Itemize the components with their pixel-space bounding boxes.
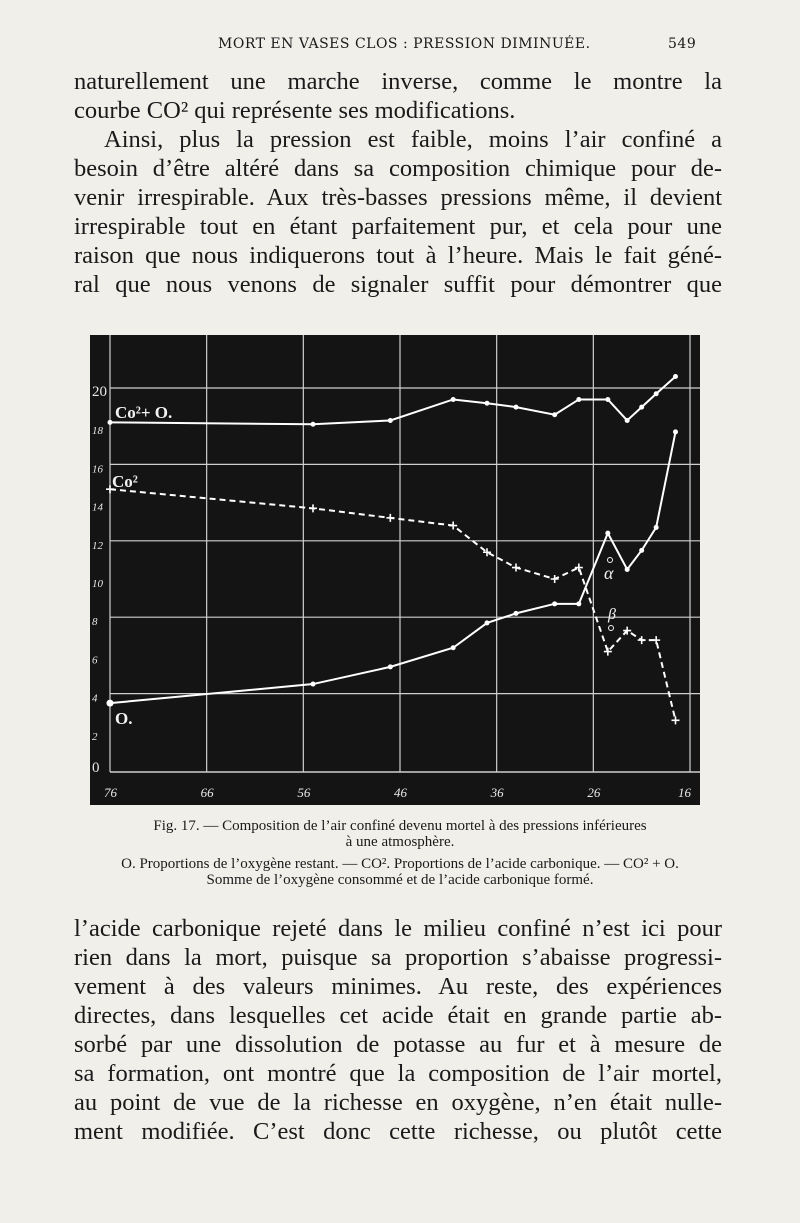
data-point-cross: [386, 513, 395, 522]
data-point: [106, 699, 114, 707]
page-number: 549: [668, 36, 697, 52]
data-point-cross: [512, 563, 520, 572]
x-tick-label: 76: [104, 785, 118, 800]
data-point: [605, 396, 611, 402]
data-point: [653, 524, 659, 530]
data-point-cross: [671, 716, 680, 725]
data-point: [310, 681, 316, 687]
y-tick-label: 4: [92, 693, 98, 705]
figure-caption-title: Fig. 17. — Composition de l’air confiné …: [153, 818, 647, 834]
series-line: [109, 431, 677, 705]
data-point: [673, 429, 678, 435]
y-tick-label: 10: [92, 578, 104, 590]
data-point-cross: [483, 548, 491, 557]
text-line: venir irrespirable. Aux très-basses pres…: [74, 184, 722, 211]
annotation-alpha: α: [604, 563, 614, 583]
text-line: au point de vue de la richesse en oxygèn…: [74, 1089, 722, 1116]
text-line: l’acide carbonique rejeté dans le milieu…: [74, 915, 722, 942]
data-point-cross: [106, 485, 114, 494]
y-tick-label: 14: [92, 502, 104, 514]
text-line: courbe CO² qui représente ses modificati…: [74, 97, 516, 124]
text-line: directes, dans lesquelles cet acide étai…: [74, 1002, 722, 1029]
data-point: [484, 620, 490, 626]
y-tick-label: 20: [92, 384, 107, 400]
data-point: [513, 610, 519, 616]
text-line: ment modifiée. C’est donc cette richesse…: [74, 1118, 722, 1145]
data-point: [450, 645, 456, 651]
data-point-cross: [623, 626, 632, 635]
data-point-cross: [449, 521, 458, 530]
data-point: [576, 396, 582, 402]
y-tick-label: 18: [92, 425, 104, 437]
text-line: naturellement une marche inverse, comme …: [74, 68, 722, 95]
data-point: [624, 566, 630, 572]
text-line: irrespirable tout en étant parfaitement …: [74, 213, 722, 240]
data-point: [653, 391, 659, 397]
data-point: [639, 404, 645, 410]
text-line: sa formation, ont montré que la composit…: [74, 1060, 722, 1087]
data-point: [673, 374, 678, 380]
annotation-beta: β: [607, 606, 616, 623]
data-point: [310, 421, 316, 427]
data-point: [639, 547, 645, 553]
data-point-cross: [309, 504, 317, 513]
data-point: [552, 601, 558, 607]
text-line: ral que nous venons de signaler suffit p…: [74, 271, 722, 298]
figure-caption-title-cont: à une atmosphère.: [345, 834, 455, 850]
x-tick-label: 46: [394, 785, 408, 800]
data-point-cross: [574, 563, 583, 572]
text-line: besoin d’être altéré dans sa composition…: [74, 155, 722, 182]
text-line: Ainsi, plus la pression est faible, moin…: [104, 126, 722, 153]
data-point: [552, 412, 558, 418]
data-point-cross: [652, 636, 661, 645]
data-point: [624, 417, 630, 423]
x-tick-label: 36: [490, 785, 505, 800]
figure-caption-legend: O. Proportions de l’oxygène restant. — C…: [121, 856, 679, 872]
series-label-o: O.: [115, 709, 132, 728]
series-label-co2: Co²: [112, 472, 138, 491]
data-point-cross: [550, 575, 559, 583]
data-point: [484, 400, 490, 406]
y-tick-label: 0: [92, 760, 100, 776]
data-point-cross: [603, 647, 612, 656]
y-tick-label: 12: [92, 540, 104, 552]
text-line: raison que nous indiquerons tout à l’heu…: [74, 242, 722, 269]
data-point: [450, 396, 456, 402]
figure-caption-legend-cont: Somme de l’oxygène consommé et de l’acid…: [206, 872, 594, 888]
series-line: [109, 488, 677, 721]
data-point-cross: [637, 636, 646, 645]
data-point: [605, 530, 611, 536]
series-label-co2-plus-o: Co²+ O.: [115, 403, 172, 422]
data-point: [387, 417, 393, 423]
y-tick-label: 2: [92, 731, 98, 743]
data-point: [513, 404, 519, 410]
x-tick-label: 16: [678, 785, 692, 800]
y-tick-label: 6: [92, 654, 98, 666]
series-line: [109, 375, 677, 426]
text-line: rien dans la mort, puisque sa proportion…: [74, 944, 722, 971]
x-tick-label: 56: [297, 785, 311, 800]
running-title: MORT EN VASES CLOS : PRESSION DIMINUÉE.: [218, 36, 591, 52]
x-tick-label: 66: [201, 785, 215, 800]
annotation-alpha-marker: [607, 557, 613, 563]
data-point: [107, 419, 113, 425]
text-line: vement à des valeurs minimes. Au reste, …: [74, 973, 722, 1000]
data-point: [576, 601, 582, 607]
y-tick-label: 8: [92, 616, 98, 628]
text-line: sorbé par une dissolution de potasse au …: [74, 1031, 722, 1058]
data-point: [387, 664, 393, 670]
y-tick-label: 16: [92, 463, 104, 475]
annotation-beta-marker: [608, 625, 614, 631]
x-tick-label: 26: [587, 785, 601, 800]
